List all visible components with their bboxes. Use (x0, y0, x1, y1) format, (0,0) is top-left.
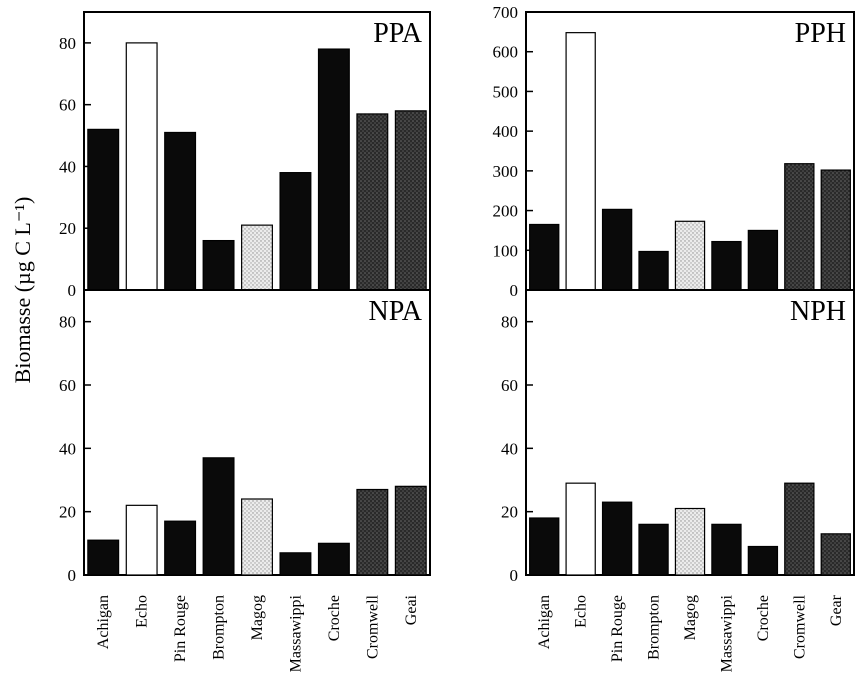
bar-pin-rouge (601, 501, 633, 576)
category-label: Echo (573, 595, 590, 628)
bar-magog (241, 498, 273, 576)
y-tick-label: 0 (68, 281, 77, 300)
y-tick-label: 80 (59, 34, 76, 53)
bar-croche (317, 48, 350, 291)
bar-brompton (638, 250, 669, 291)
y-tick-label: 500 (493, 82, 519, 101)
bar-massawippi (279, 552, 312, 576)
panel-title: PPA (373, 18, 423, 49)
y-tick-label: 20 (59, 219, 76, 238)
bar-echo (125, 42, 158, 291)
bar-brompton (202, 457, 235, 576)
bar-massawippi (711, 240, 742, 291)
bar-achigan (87, 539, 120, 576)
category-label: Achigan (536, 595, 553, 649)
bar-pin-rouge (164, 520, 197, 576)
y-tick-label: 60 (59, 376, 76, 395)
bar-geai (394, 110, 427, 291)
y-axis-label: Biomasse (µg C L⁻¹) (10, 197, 35, 384)
bar-magog (241, 224, 273, 291)
bar-massawippi (279, 172, 312, 291)
y-tick-label: 20 (59, 503, 76, 522)
bar-cromwell (356, 113, 389, 291)
bar-brompton (202, 239, 235, 291)
category-label: Geai (403, 594, 420, 625)
y-tick-label: 40 (501, 439, 518, 458)
panel-title: PPH (795, 18, 846, 49)
y-tick-label: 700 (493, 3, 519, 22)
y-tick-label: 400 (493, 122, 519, 141)
y-tick-label: 0 (68, 566, 77, 585)
bar-cromwell (784, 163, 815, 291)
bar-achigan (529, 517, 560, 576)
category-label: Croche (755, 595, 772, 641)
panel-pph: 0 100 200 300 400 500 600 700 PPH (493, 3, 855, 300)
bar-pin-rouge (601, 208, 633, 291)
category-label: Gear (828, 594, 845, 626)
y-tick-label: 0 (510, 566, 519, 585)
y-tick-label: 20 (501, 503, 518, 522)
category-label: Massawippi (287, 594, 304, 672)
y-tick-label: 60 (501, 376, 518, 395)
y-tick-label: 600 (493, 43, 519, 62)
category-label: Echo (134, 595, 151, 628)
bar-echo (565, 482, 596, 576)
bar-magog (674, 220, 706, 291)
bar-cromwell (784, 482, 815, 576)
y-tick-label: 300 (493, 162, 519, 181)
bar-gear (820, 533, 851, 576)
panel-nph: 0 20 40 60 80 NPH Achigan Echo Pin Rouge Brompton… (501, 289, 855, 672)
bar-echo (125, 504, 158, 576)
category-label: Pin Rouge (172, 595, 189, 662)
panel-title: NPH (790, 296, 846, 327)
category-label: Magog (682, 595, 699, 640)
bar-croche (747, 545, 779, 576)
panel-ppa: 0 20 40 60 80 PPA (59, 11, 431, 300)
bar-croche (317, 542, 350, 576)
category-label: Magog (249, 595, 266, 640)
y-tick-label: 40 (59, 439, 76, 458)
bar-echo (565, 32, 596, 291)
y-tick-label: 0 (510, 281, 519, 300)
category-label: Cromwell (791, 594, 808, 659)
bar-achigan (529, 223, 560, 291)
y-tick-label: 200 (493, 202, 519, 221)
bar-cromwell (356, 488, 389, 576)
y-tick-label: 80 (59, 313, 76, 332)
y-tick-label: 100 (493, 241, 519, 260)
category-label: Achigan (95, 595, 112, 649)
y-tick-label: 40 (59, 157, 76, 176)
bar-croche (747, 229, 779, 291)
y-tick-label: 60 (59, 96, 76, 115)
y-tick-label: 80 (501, 313, 518, 332)
category-label: Brompton (646, 595, 663, 660)
bar-gear (820, 169, 851, 291)
bar-pin-rouge (164, 131, 197, 291)
panel-npa: 0 20 40 60 80 NPA Achigan Echo Pin Rouge Brompton… (59, 289, 431, 672)
bar-geai (394, 485, 427, 576)
panel-title: NPA (369, 296, 423, 327)
category-label: Pin Rouge (609, 595, 626, 662)
bar-achigan (87, 128, 120, 291)
bar-massawippi (711, 523, 742, 576)
category-label: Cromwell (364, 594, 381, 659)
category-label: Croche (326, 595, 343, 641)
category-label: Massawippi (718, 594, 735, 672)
bar-magog (674, 507, 706, 576)
category-label: Brompton (211, 595, 228, 660)
bar-brompton (638, 523, 669, 576)
